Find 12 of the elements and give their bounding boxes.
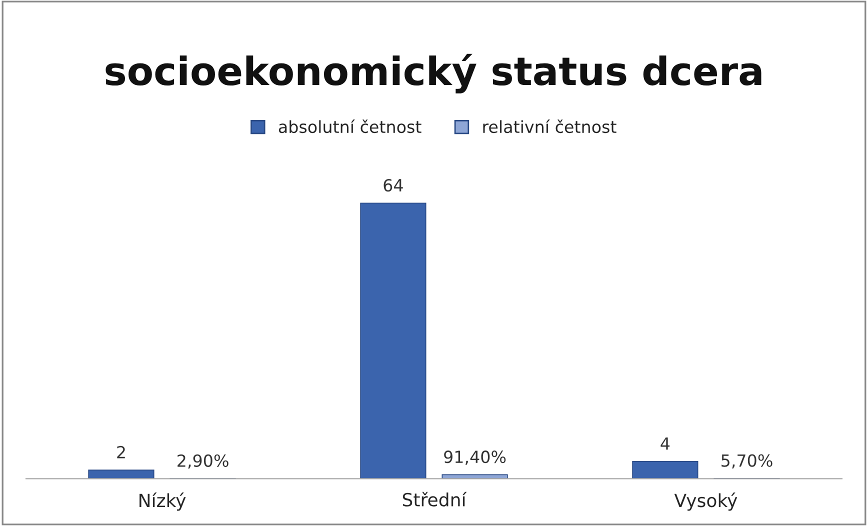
data-label: 64 — [384, 178, 403, 192]
legend-label: relativní četnost — [483, 120, 616, 134]
chart-title: socioekonomický status dcera — [106, 54, 762, 94]
data-label: 2,90% — [178, 454, 228, 469]
data-label: 5,70% — [722, 454, 772, 469]
legend-label: absolutní četnost — [278, 120, 422, 134]
x-tick-label: Vysoký — [674, 492, 738, 511]
data-label: 2 — [117, 446, 125, 458]
data-label: 4 — [660, 437, 670, 450]
data-label: 91,40% — [444, 450, 506, 465]
x-tick-label: Nízký — [140, 492, 186, 511]
x-tick-label: Střední — [402, 492, 467, 507]
